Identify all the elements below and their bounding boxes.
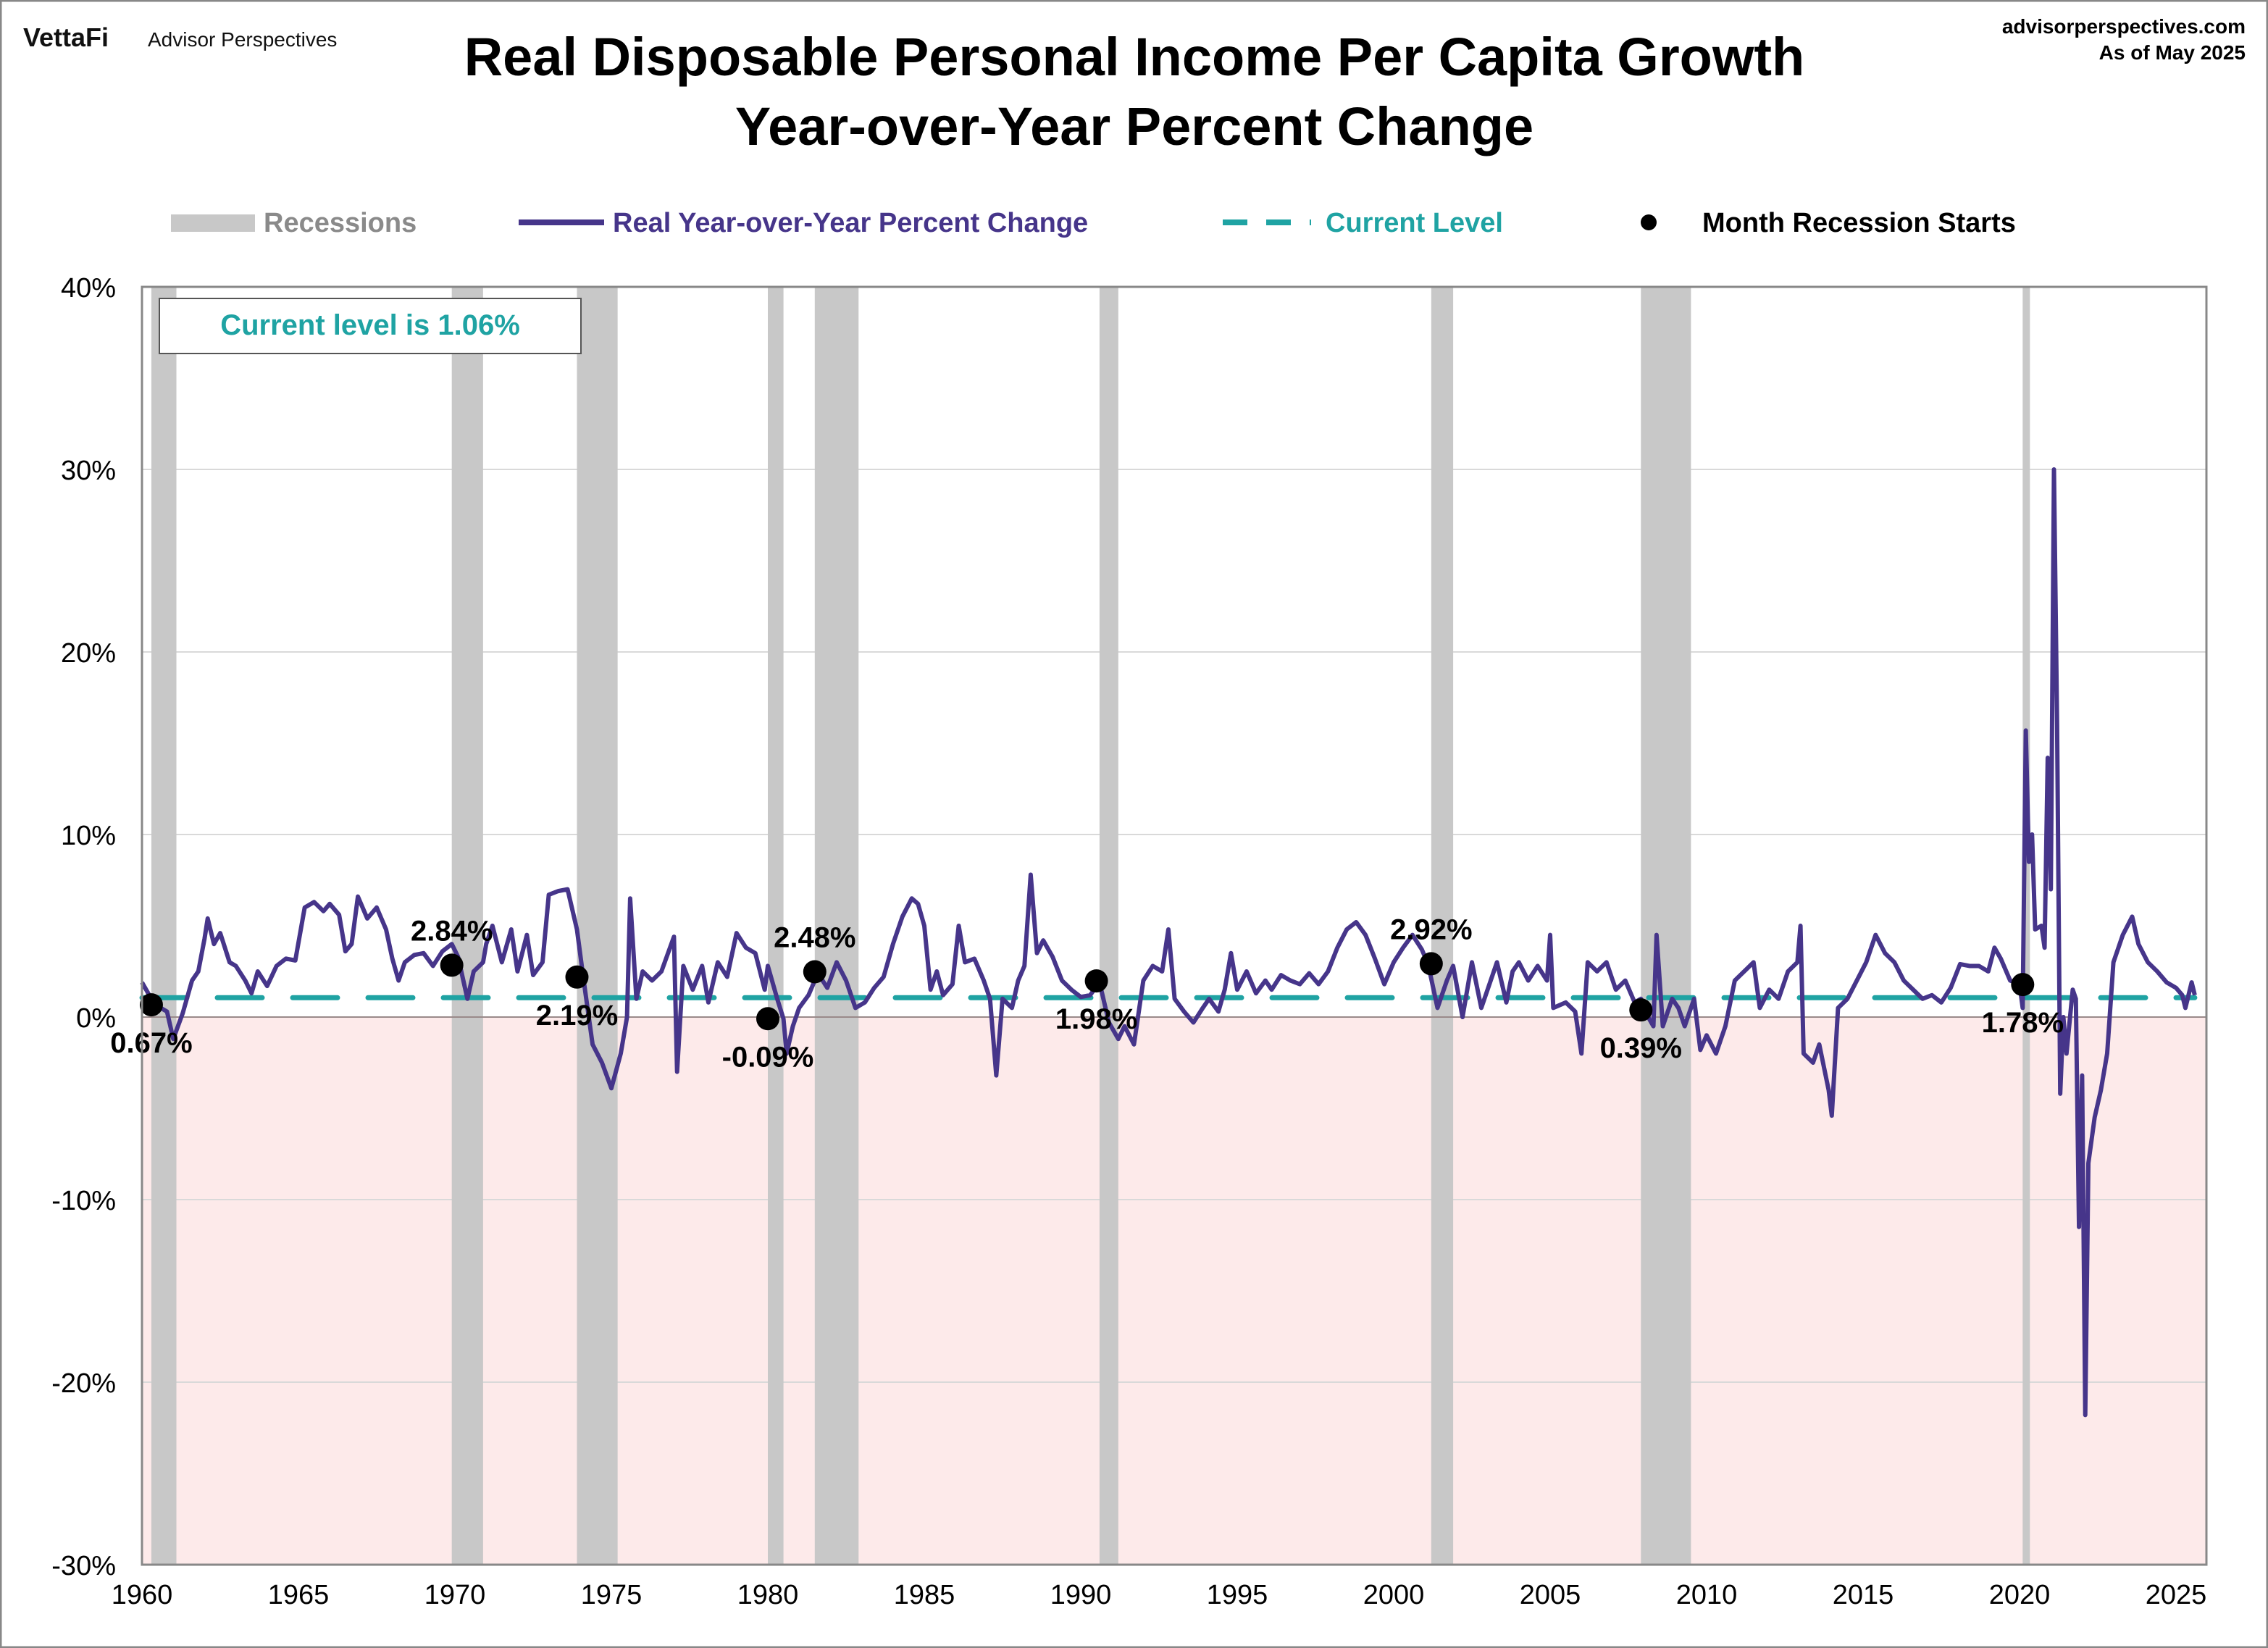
recession-start-label: 1.78% xyxy=(1982,1007,2064,1039)
recession-band xyxy=(814,287,859,1565)
recession-start-dot xyxy=(139,993,163,1017)
y-tick-label: 20% xyxy=(61,638,116,669)
x-tick-label: 1965 xyxy=(268,1580,330,1610)
website: advisorperspectives.com xyxy=(2002,15,2246,38)
recession-band xyxy=(2022,287,2030,1565)
recession-start-label: 2.92% xyxy=(1390,913,1472,945)
x-tick-label: 2000 xyxy=(1363,1580,1425,1610)
recession-start-dot xyxy=(756,1007,779,1031)
recession-band xyxy=(1099,287,1118,1565)
legend-series-label: Real Year-over-Year Percent Change xyxy=(613,208,1088,238)
legend-recessions-label: Recessions xyxy=(264,208,417,238)
y-tick-label: -30% xyxy=(51,1551,116,1581)
annotation-box: Current level is 1.06% xyxy=(159,298,582,354)
recession-band xyxy=(1641,287,1691,1565)
recession-start-label: 1.98% xyxy=(1055,1003,1137,1035)
recession-start-dot xyxy=(440,953,464,977)
recession-band xyxy=(577,287,618,1565)
y-tick-label: 0% xyxy=(76,1003,116,1034)
brand-name: Advisor Perspectives xyxy=(148,28,337,51)
recession-band xyxy=(151,287,177,1565)
x-tick-label: 1980 xyxy=(737,1580,799,1610)
y-tick-label: -20% xyxy=(51,1368,116,1399)
vettafi-logo: VettaFi xyxy=(23,22,109,52)
y-tick-label: 40% xyxy=(61,273,116,304)
legend: Recessions Real Year-over-Year Percent C… xyxy=(171,208,2016,238)
x-tick-label: 1995 xyxy=(1207,1580,1268,1610)
x-tick-label: 2005 xyxy=(1520,1580,1581,1610)
x-tick-label: 1985 xyxy=(894,1580,955,1610)
x-tick-label: 2015 xyxy=(1833,1580,1894,1610)
x-tick-label: 1990 xyxy=(1050,1580,1112,1610)
current-level-annotation: Current level is 1.06% xyxy=(220,309,520,341)
x-tick-label: 2020 xyxy=(1989,1580,2051,1610)
legend-dot-swatch xyxy=(1641,214,1657,230)
recession-start-dot xyxy=(1629,998,1653,1022)
recession-start-label: 2.48% xyxy=(774,922,855,954)
x-tick-label: 2025 xyxy=(2146,1580,2207,1610)
recession-start-label: -0.09% xyxy=(722,1041,814,1073)
recession-start-dot xyxy=(2011,973,2035,997)
x-tick-label: 1960 xyxy=(112,1580,173,1610)
plot-border xyxy=(141,285,2208,1566)
recession-band xyxy=(451,287,483,1565)
chart-title: Real Disposable Personal Income Per Capi… xyxy=(464,27,1805,87)
recession-start-dot xyxy=(565,965,589,989)
recession-start-label: 2.19% xyxy=(536,1000,618,1032)
negative-band xyxy=(142,1017,2206,1565)
recession-start-dot xyxy=(1084,969,1108,993)
y-tick-label: 30% xyxy=(61,456,116,486)
recession-start-label: 2.84% xyxy=(411,915,493,947)
y-tick-label: 10% xyxy=(61,821,116,851)
legend-dot-label: Month Recession Starts xyxy=(1702,208,2016,238)
recession-start-dot xyxy=(803,960,827,984)
legend-recessions-swatch xyxy=(171,214,255,232)
recession-band xyxy=(768,287,784,1565)
as-of-date: As of May 2025 xyxy=(2099,41,2246,64)
recession-start-dot xyxy=(1419,952,1443,976)
recession-start-label: 0.67% xyxy=(110,1027,192,1059)
series-line xyxy=(140,467,2197,1418)
x-tick-label: 2010 xyxy=(1676,1580,1738,1610)
plot-area: -30% -20% -10% 0% 10% 20% 30% 40% 0.67% 2.84% 2.19… xyxy=(51,273,2208,1610)
y-tick-label: -10% xyxy=(51,1186,116,1216)
recession-band xyxy=(1431,287,1454,1565)
x-tick-label: 1975 xyxy=(581,1580,643,1610)
chart-subtitle: Year-over-Year Percent Change xyxy=(735,96,1533,156)
legend-current-label: Current Level xyxy=(1326,208,1503,238)
x-tick-label: 1970 xyxy=(424,1580,486,1610)
recession-start-label: 0.39% xyxy=(1600,1032,1682,1064)
